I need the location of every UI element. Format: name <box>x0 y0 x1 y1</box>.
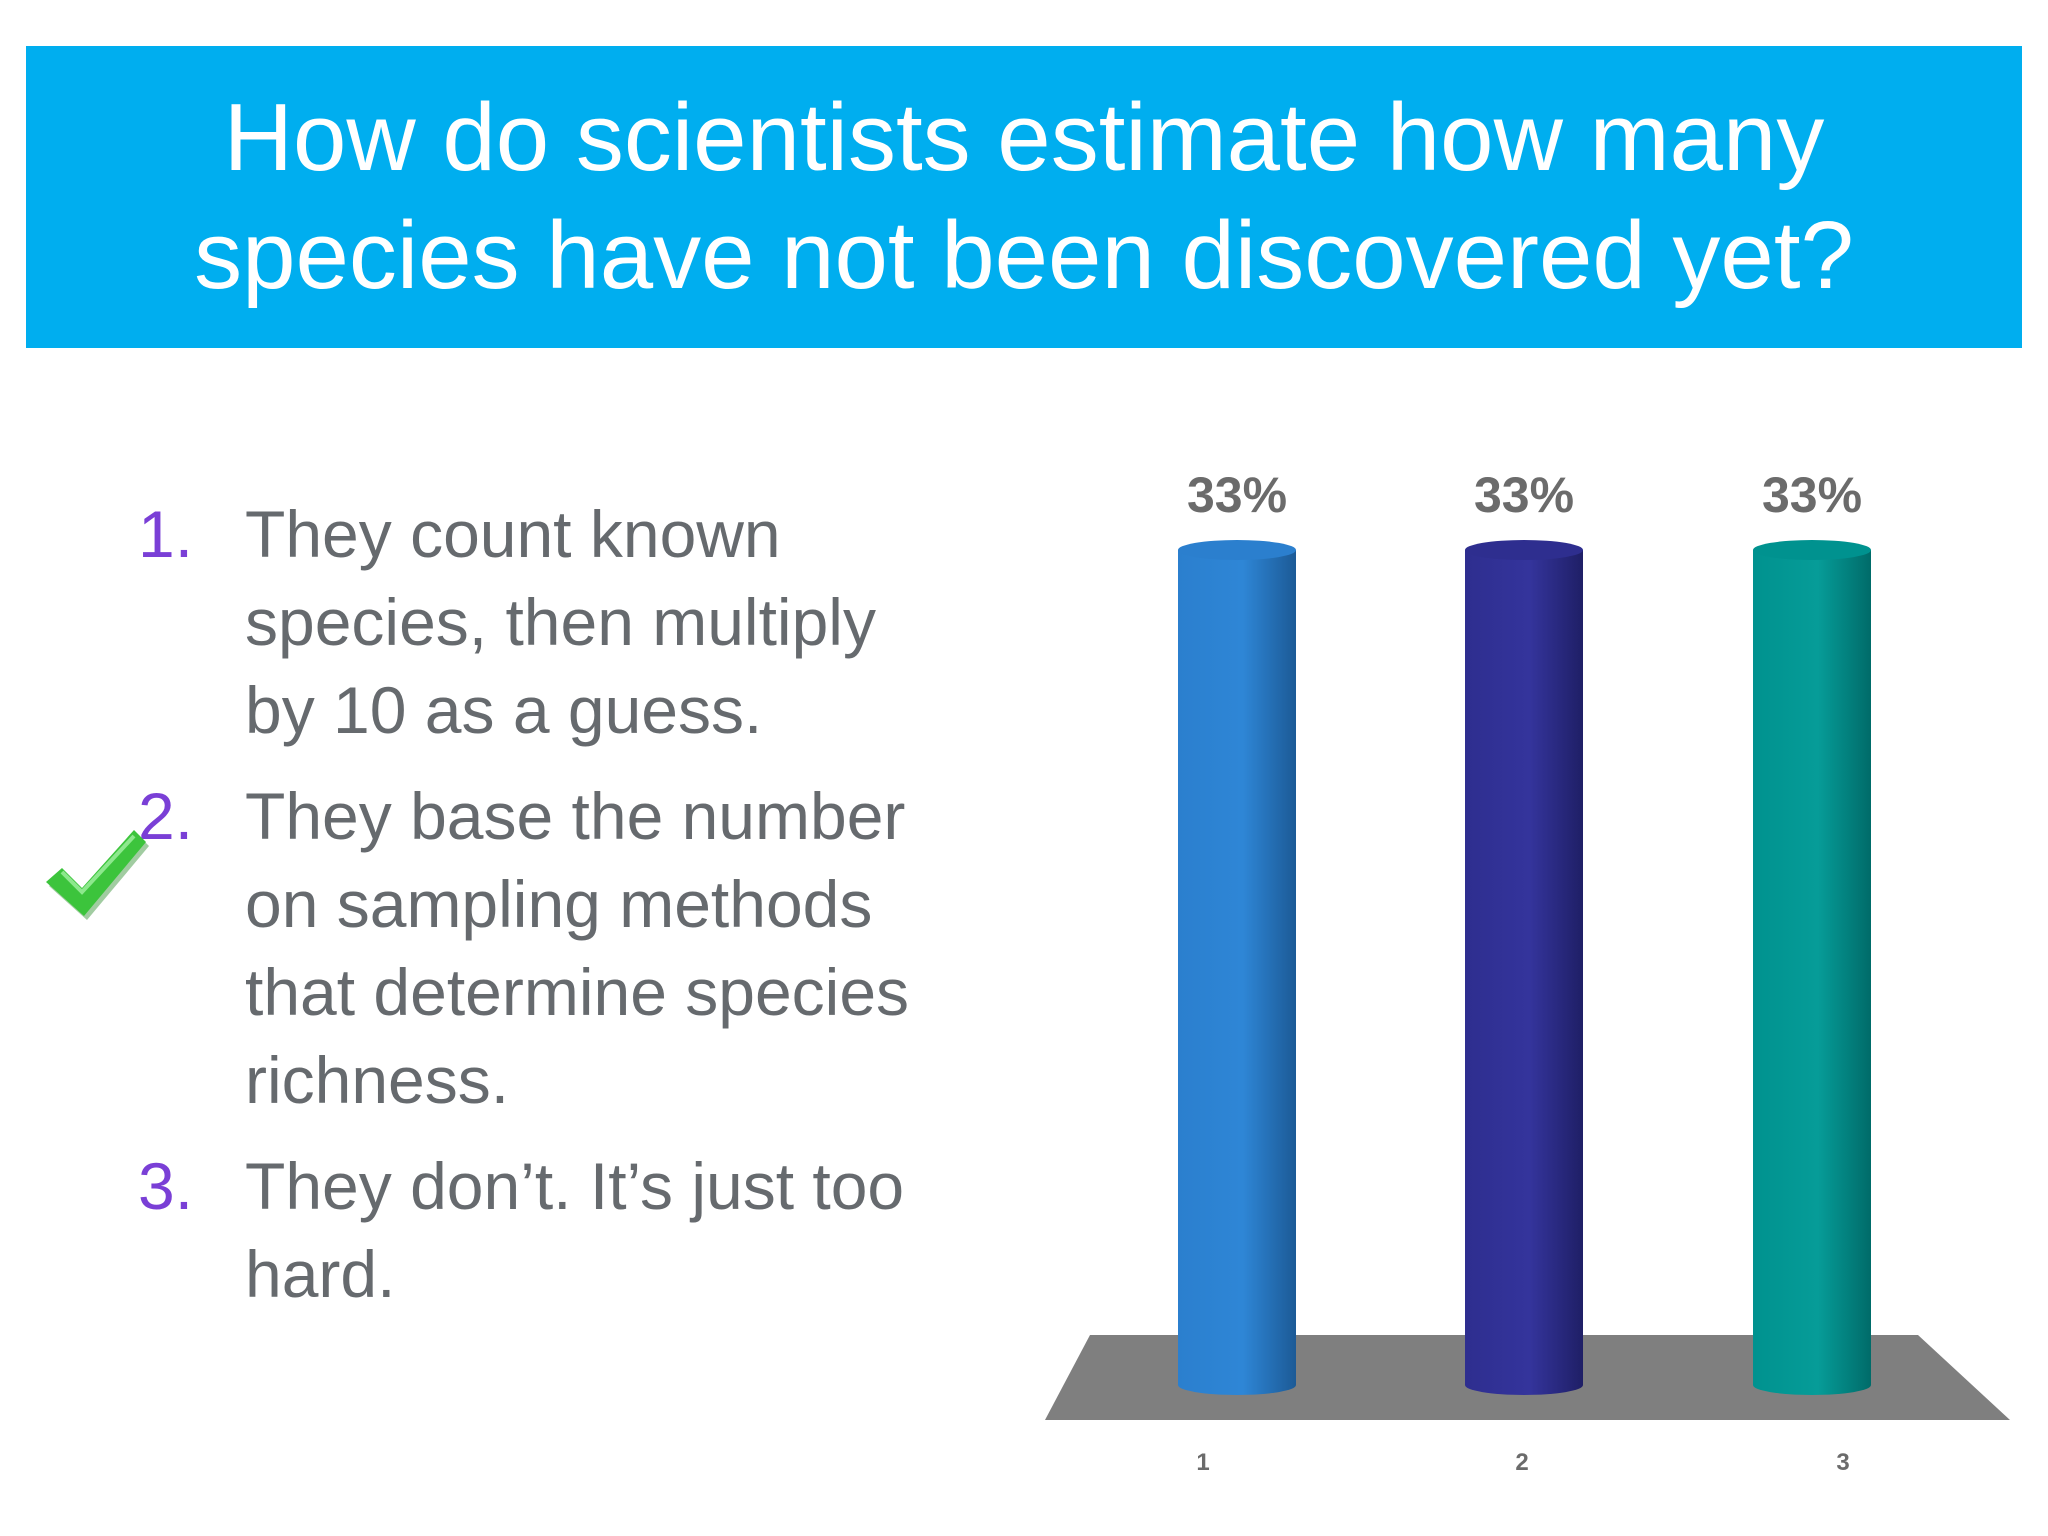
answer-2-line-1: They base the number <box>245 779 906 853</box>
x-tick-1: 1 <box>1196 1449 1209 1476</box>
bar-2 <box>1465 540 1583 1395</box>
x-tick-3: 3 <box>1836 1449 1849 1476</box>
answer-2-line-2: on sampling methods <box>245 867 873 941</box>
answer-number-3: 3. <box>138 1149 194 1223</box>
answer-3-line-1: They don’t. It’s just too <box>245 1149 905 1223</box>
answer-1-line-2: species, then multiply <box>245 585 876 659</box>
title-line-2: species have not been discovered yet? <box>194 202 1854 309</box>
bar-3 <box>1753 540 1871 1395</box>
bar-1 <box>1178 540 1296 1395</box>
answer-list: 1. They count known species, then multip… <box>130 490 1030 1336</box>
answer-option-2: 2. They base the number on sampling meth… <box>130 772 1030 1124</box>
answer-number-2: 2. <box>138 779 194 853</box>
answer-2-line-4: richness. <box>245 1043 510 1117</box>
x-tick-2: 2 <box>1515 1449 1528 1476</box>
answer-option-1: 1. They count known species, then multip… <box>130 490 1030 754</box>
title-line-1: How do scientists estimate how many <box>223 84 1825 191</box>
answer-1-line-3: by 10 as a guess. <box>245 673 763 747</box>
title-banner: How do scientists estimate how many spec… <box>26 46 2022 348</box>
answer-1-line-1: They count known <box>245 497 781 571</box>
checkmark-icon <box>46 830 149 920</box>
answer-2-line-3: that determine species <box>245 955 910 1029</box>
answer-number-1: 1. <box>138 497 194 571</box>
data-label-1: 33% <box>1187 467 1287 523</box>
answer-option-3: 3. They don’t. It’s just too hard. <box>130 1142 1030 1318</box>
data-label-3: 33% <box>1762 467 1862 523</box>
answer-3-line-2: hard. <box>245 1237 396 1311</box>
data-label-2: 33% <box>1474 467 1574 523</box>
